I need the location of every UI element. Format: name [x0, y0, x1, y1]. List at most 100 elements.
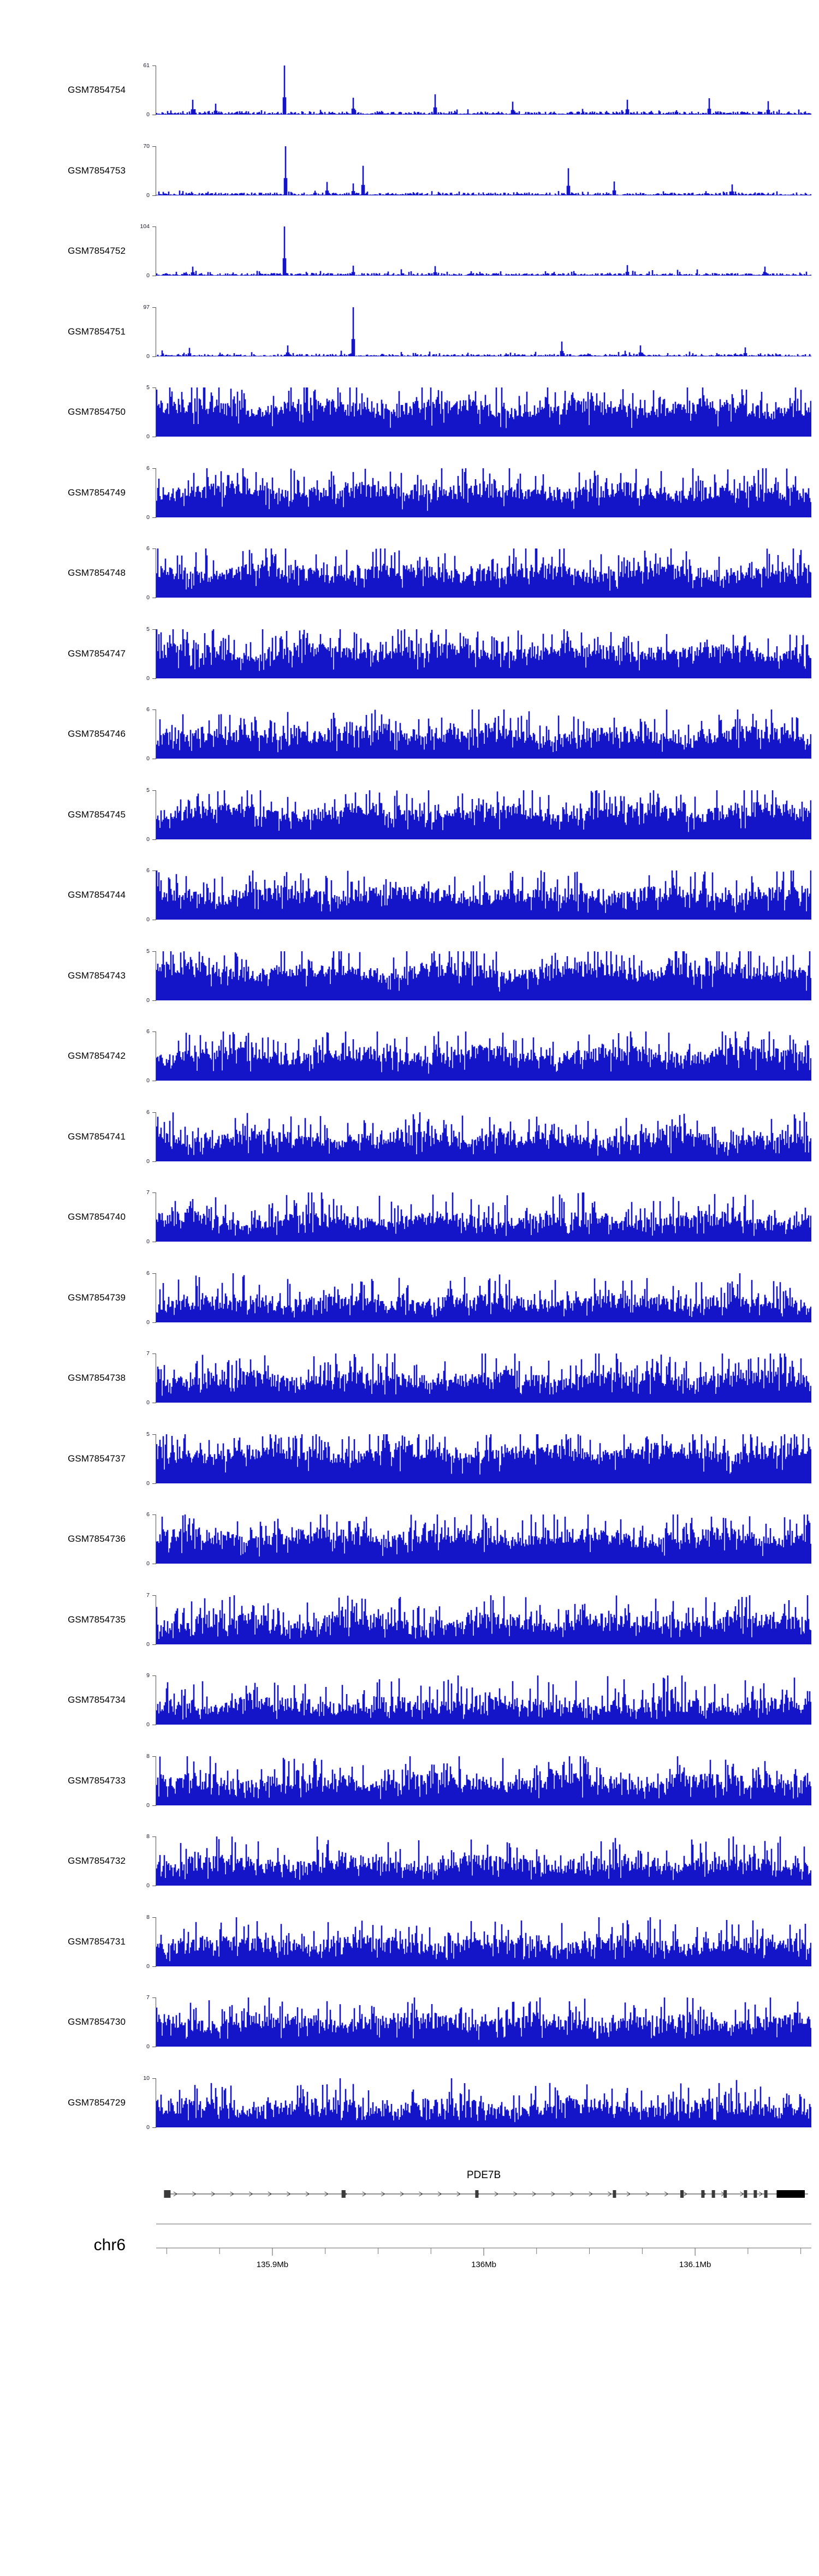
y-axis-tick-min: [152, 195, 156, 196]
exon-box[interactable]: [776, 2190, 805, 2198]
coverage-signal-path: [156, 1917, 811, 1966]
coverage-track[interactable]: GSM7854731 8 0: [0, 1914, 819, 1969]
coverage-plot[interactable]: [156, 1836, 811, 1886]
coverage-plot[interactable]: [156, 548, 811, 598]
coverage-track[interactable]: GSM7854740 7 0: [0, 1190, 819, 1244]
coverage-plot[interactable]: [156, 1273, 811, 1322]
coverage-plot[interactable]: [156, 790, 811, 839]
coverage-plot[interactable]: [156, 1756, 811, 1805]
coverage-plot[interactable]: [156, 1917, 811, 1966]
coverage-track[interactable]: GSM7854738 7 0: [0, 1351, 819, 1405]
y-axis-tick-max: [152, 709, 156, 710]
y-axis-min-label: 0: [146, 1319, 150, 1326]
coverage-plot[interactable]: [156, 709, 811, 759]
coverage-plot[interactable]: [156, 307, 811, 356]
coverage-track[interactable]: GSM7854747 5 0: [0, 626, 819, 681]
track-label-gsm7854736: GSM7854736: [68, 1534, 126, 1544]
coverage-plot[interactable]: [156, 2078, 811, 2127]
coverage-plot[interactable]: [156, 226, 811, 276]
gene-model-track[interactable]: PDE7B: [0, 2169, 819, 2208]
coverage-plot[interactable]: [156, 65, 811, 115]
y-axis-max-label: 5: [146, 1430, 150, 1438]
coverage-plot[interactable]: [156, 1353, 811, 1403]
coverage-track[interactable]: GSM7854729 10 0: [0, 2075, 819, 2130]
coverage-track[interactable]: GSM7854749 6 0: [0, 464, 819, 520]
coverage-signal-path: [156, 307, 811, 356]
coverage-track[interactable]: GSM7854739 6 0: [0, 1270, 819, 1325]
axis-tick-label: 135.9Mb: [256, 2260, 289, 2269]
coverage-track[interactable]: GSM7854737 5 0: [0, 1430, 819, 1486]
coverage-track[interactable]: GSM7854748 6 0: [0, 546, 819, 600]
coverage-track[interactable]: GSM7854752 104 0: [0, 224, 819, 278]
coverage-plot[interactable]: [156, 1997, 811, 2047]
coverage-track[interactable]: GSM7854745 5 0: [0, 787, 819, 842]
coverage-track[interactable]: GSM7854733 8 0: [0, 1753, 819, 1808]
coverage-track[interactable]: GSM7854730 7 0: [0, 1995, 819, 2049]
coverage-plot[interactable]: [156, 629, 811, 678]
coverage-plot[interactable]: [156, 1031, 811, 1081]
coverage-signal-path: [156, 2078, 811, 2127]
exon-box[interactable]: [341, 2190, 346, 2198]
coverage-signal-path: [156, 146, 811, 195]
coverage-track[interactable]: GSM7854743 5 0: [0, 948, 819, 1003]
y-axis: 97 0: [143, 304, 156, 359]
coverage-plot[interactable]: [156, 387, 811, 437]
exon-box[interactable]: [764, 2190, 768, 2198]
coverage-track[interactable]: GSM7854735 7 0: [0, 1592, 819, 1647]
coverage-track[interactable]: GSM7854736 6 0: [0, 1512, 819, 1566]
coverage-plot[interactable]: [156, 1514, 811, 1564]
coverage-track[interactable]: GSM7854746 6 0: [0, 707, 819, 761]
coverage-plot[interactable]: [156, 1595, 811, 1644]
strand-arrow-icon: [324, 2191, 329, 2197]
exon-box[interactable]: [164, 2190, 171, 2198]
exon-box[interactable]: [723, 2190, 727, 2198]
exon-box[interactable]: [744, 2190, 747, 2198]
coverage-track[interactable]: GSM7854732 8 0: [0, 1834, 819, 1889]
coverage-plot[interactable]: [156, 1192, 811, 1242]
exon-box[interactable]: [711, 2190, 715, 2198]
strand-arrow-icon: [494, 2191, 499, 2197]
strand-arrow-icon: [740, 2191, 744, 2197]
coverage-track[interactable]: GSM7854753 70 0: [0, 143, 819, 198]
y-axis-tick-max: [152, 146, 156, 147]
y-axis-max-label: 6: [146, 1269, 150, 1277]
exon-box[interactable]: [613, 2190, 616, 2198]
coverage-plot[interactable]: [156, 468, 811, 517]
coverage-plot[interactable]: [156, 1112, 811, 1161]
coverage-track[interactable]: GSM7854734 9 0: [0, 1673, 819, 1727]
coverage-track[interactable]: GSM7854750 5 0: [0, 385, 819, 439]
exon-box[interactable]: [680, 2190, 684, 2198]
track-label-gsm7854733: GSM7854733: [68, 1775, 126, 1786]
y-axis-max-label: 6: [146, 464, 150, 472]
y-axis-min-label: 0: [146, 1882, 150, 1889]
coverage-plot[interactable]: [156, 951, 811, 1000]
y-axis-min-label: 0: [146, 675, 150, 682]
coverage-plot[interactable]: [156, 146, 811, 195]
coverage-track[interactable]: GSM7854754 61 0: [0, 63, 819, 117]
y-axis-min-label: 0: [146, 997, 150, 1004]
strand-arrow-icon: [456, 2191, 461, 2197]
coverage-track[interactable]: GSM7854744 6 0: [0, 868, 819, 922]
gene-model-svg[interactable]: [156, 2185, 811, 2203]
coverage-plot[interactable]: [156, 1434, 811, 1483]
exon-box[interactable]: [475, 2190, 479, 2198]
y-axis-tick-min: [152, 1644, 156, 1645]
coverage-track[interactable]: GSM7854751 97 0: [0, 304, 819, 359]
y-axis-tick-min: [152, 1483, 156, 1484]
coverage-track[interactable]: GSM7854741 6 0: [0, 1109, 819, 1164]
coverage-plot[interactable]: [156, 870, 811, 920]
exon-box[interactable]: [753, 2190, 757, 2198]
strand-arrow-icon: [362, 2191, 367, 2197]
strand-arrow-icon: [230, 2191, 234, 2197]
strand-arrow-icon: [608, 2191, 612, 2197]
exon-box[interactable]: [701, 2190, 705, 2198]
coverage-track[interactable]: GSM7854742 6 0: [0, 1029, 819, 1083]
coverage-plot[interactable]: [156, 1675, 811, 1725]
y-axis-max-label: 7: [146, 1350, 150, 1357]
